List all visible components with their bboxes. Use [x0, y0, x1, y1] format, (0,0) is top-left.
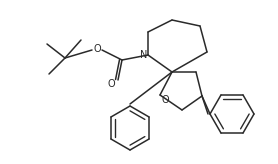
Text: N: N — [140, 50, 148, 60]
Text: O: O — [161, 95, 169, 105]
Text: O: O — [93, 44, 101, 54]
Text: O: O — [107, 79, 115, 89]
